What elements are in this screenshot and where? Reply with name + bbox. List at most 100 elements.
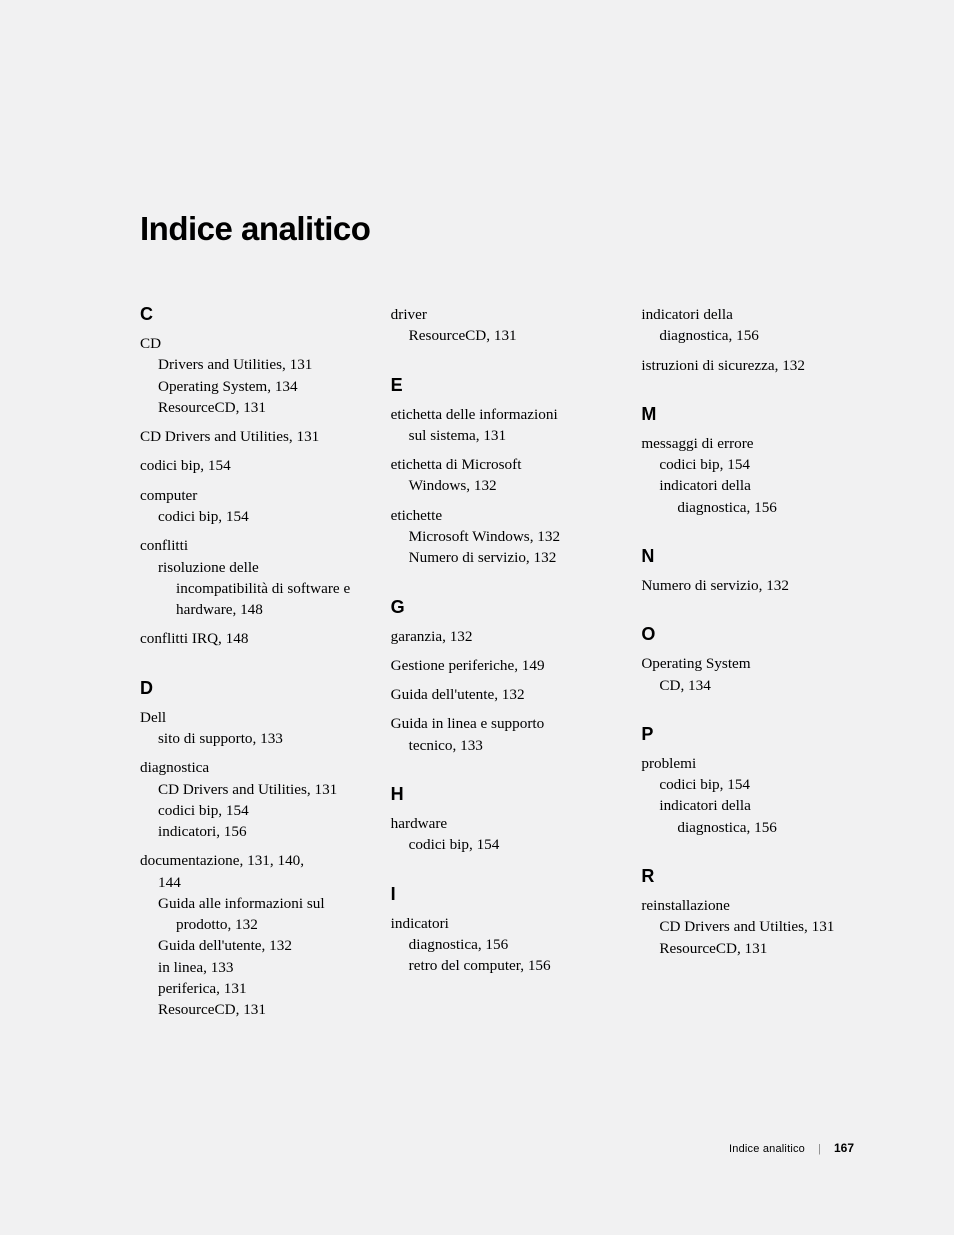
entry-head: etichette — [391, 505, 614, 526]
entry-sub: codici bip, 154 — [641, 774, 864, 795]
entry-sub: codici bip, 154 — [140, 506, 363, 527]
page-title: Indice analitico — [140, 210, 864, 248]
section-letter: G — [391, 597, 614, 618]
index-entry: driverResourceCD, 131 — [391, 304, 614, 347]
entry-sub: codici bip, 154 — [391, 834, 614, 855]
entry-head-cont: 144 — [140, 872, 363, 893]
index-entry: indicatoridiagnostica, 156retro del comp… — [391, 913, 614, 977]
entry-sub: periferica, 131 — [140, 978, 363, 999]
index-entry: conflittirisoluzione delleincompatibilit… — [140, 535, 363, 620]
index-columns: C CDDrivers and Utilities, 131Operating S… — [140, 304, 864, 1029]
entry-head: CD Drivers and Utilities, 131 — [140, 426, 363, 447]
index-entry: computercodici bip, 154 — [140, 485, 363, 528]
index-entry: Operating SystemCD, 134 — [641, 653, 864, 696]
index-entry: Guida dell'utente, 132 — [391, 684, 614, 705]
entry-sub: codici bip, 154 — [641, 454, 864, 475]
section-letter: M — [641, 404, 864, 425]
entry-sub2: incompatibilità di software e hardware, … — [140, 578, 363, 621]
entry-head: conflitti IRQ, 148 — [140, 628, 363, 649]
section-letter: H — [391, 784, 614, 805]
entry-head: reinstallazione — [641, 895, 864, 916]
index-entry: Guida in linea e supportotecnico, 133 — [391, 713, 614, 756]
entry-head: diagnostica — [140, 757, 363, 778]
entry-sub: ResourceCD, 131 — [391, 325, 614, 346]
index-entry: istruzioni di sicurezza, 132 — [641, 355, 864, 376]
index-entry: codici bip, 154 — [140, 455, 363, 476]
entry-head: Guida in linea e supporto — [391, 713, 614, 734]
index-entry: indicatori delladiagnostica, 156 — [641, 304, 864, 347]
entry-head: driver — [391, 304, 614, 325]
entry-sub: risoluzione delle — [140, 557, 363, 578]
entry-sub: retro del computer, 156 — [391, 955, 614, 976]
entry-sub: CD Drivers and Utilities, 131 — [140, 779, 363, 800]
entry-head: indicatori della — [641, 304, 864, 325]
entry-sub: Numero di servizio, 132 — [391, 547, 614, 568]
entry-head-cont: tecnico, 133 — [391, 735, 614, 756]
index-entry: conflitti IRQ, 148 — [140, 628, 363, 649]
index-entry: Gestione periferiche, 149 — [391, 655, 614, 676]
entry-sub: ResourceCD, 131 — [140, 397, 363, 418]
entry-head: computer — [140, 485, 363, 506]
entry-head: Gestione periferiche, 149 — [391, 655, 614, 676]
entry-sub: indicatori, 156 — [140, 821, 363, 842]
column-1: C CDDrivers and Utilities, 131Operating S… — [140, 304, 363, 1029]
entry-head: CD — [140, 333, 363, 354]
entry-head: codici bip, 154 — [140, 455, 363, 476]
entry-sub: indicatori della — [641, 475, 864, 496]
entry-sub: CD, 134 — [641, 675, 864, 696]
entry-sub: codici bip, 154 — [140, 800, 363, 821]
entry-sub2: diagnostica, 156 — [641, 817, 864, 838]
entry-head: hardware — [391, 813, 614, 834]
footer-separator: | — [818, 1143, 821, 1155]
index-entry: reinstallazioneCD Drivers and Utilties, … — [641, 895, 864, 959]
section-letter: I — [391, 884, 614, 905]
section-letter: P — [641, 724, 864, 745]
entry-head-cont: Windows, 132 — [391, 475, 614, 496]
entry-sub: CD Drivers and Utilties, 131 — [641, 916, 864, 937]
section-letter: C — [140, 304, 363, 325]
index-entry: messaggi di errorecodici bip, 154indicat… — [641, 433, 864, 518]
page: Indice analitico C CDDrivers and Utilitie… — [0, 0, 954, 1235]
entry-head: garanzia, 132 — [391, 626, 614, 647]
index-entry: etichetteMicrosoft Windows, 132Numero di… — [391, 505, 614, 569]
index-entry: etichetta di MicrosoftWindows, 132 — [391, 454, 614, 497]
entry-head: documentazione, 131, 140, — [140, 850, 363, 871]
entry-sub: in linea, 133 — [140, 957, 363, 978]
section-letter: D — [140, 678, 363, 699]
index-entry: Dellsito di supporto, 133 — [140, 707, 363, 750]
index-entry: CDDrivers and Utilities, 131Operating Sy… — [140, 333, 363, 418]
index-entry: CD Drivers and Utilities, 131 — [140, 426, 363, 447]
entry-head-cont: diagnostica, 156 — [641, 325, 864, 346]
entry-head-cont: sul sistema, 131 — [391, 425, 614, 446]
entry-sub: Microsoft Windows, 132 — [391, 526, 614, 547]
entry-sub: ResourceCD, 131 — [140, 999, 363, 1020]
index-entry: documentazione, 131, 140,144Guida alle i… — [140, 850, 363, 1020]
entry-head: conflitti — [140, 535, 363, 556]
entry-sub: ResourceCD, 131 — [641, 938, 864, 959]
index-entry: etichetta delle informazionisul sistema,… — [391, 404, 614, 447]
entry-head: problemi — [641, 753, 864, 774]
index-entry: problemicodici bip, 154indicatori dellad… — [641, 753, 864, 838]
section-letter: O — [641, 624, 864, 645]
entry-head: istruzioni di sicurezza, 132 — [641, 355, 864, 376]
entry-head: etichetta di Microsoft — [391, 454, 614, 475]
entry-head: Guida dell'utente, 132 — [391, 684, 614, 705]
section-letter: E — [391, 375, 614, 396]
entry-head: indicatori — [391, 913, 614, 934]
entry-sub2: diagnostica, 156 — [641, 497, 864, 518]
footer-title: Indice analitico — [729, 1143, 805, 1155]
footer-page-number: 167 — [834, 1141, 854, 1155]
entry-sub: Guida alle informazioni sul — [140, 893, 363, 914]
index-entry: diagnosticaCD Drivers and Utilities, 131… — [140, 757, 363, 842]
entry-sub2: prodotto, 132 — [140, 914, 363, 935]
page-footer: Indice analitico | 167 — [729, 1141, 854, 1155]
entry-head: Dell — [140, 707, 363, 728]
entry-sub: indicatori della — [641, 795, 864, 816]
entry-sub: diagnostica, 156 — [391, 934, 614, 955]
column-3: indicatori delladiagnostica, 156istruzio… — [641, 304, 864, 1029]
entry-sub: sito di supporto, 133 — [140, 728, 363, 749]
index-entry: garanzia, 132 — [391, 626, 614, 647]
section-letter: R — [641, 866, 864, 887]
column-2: driverResourceCD, 131 Eetichetta delle in… — [391, 304, 614, 1029]
entry-head: etichetta delle informazioni — [391, 404, 614, 425]
